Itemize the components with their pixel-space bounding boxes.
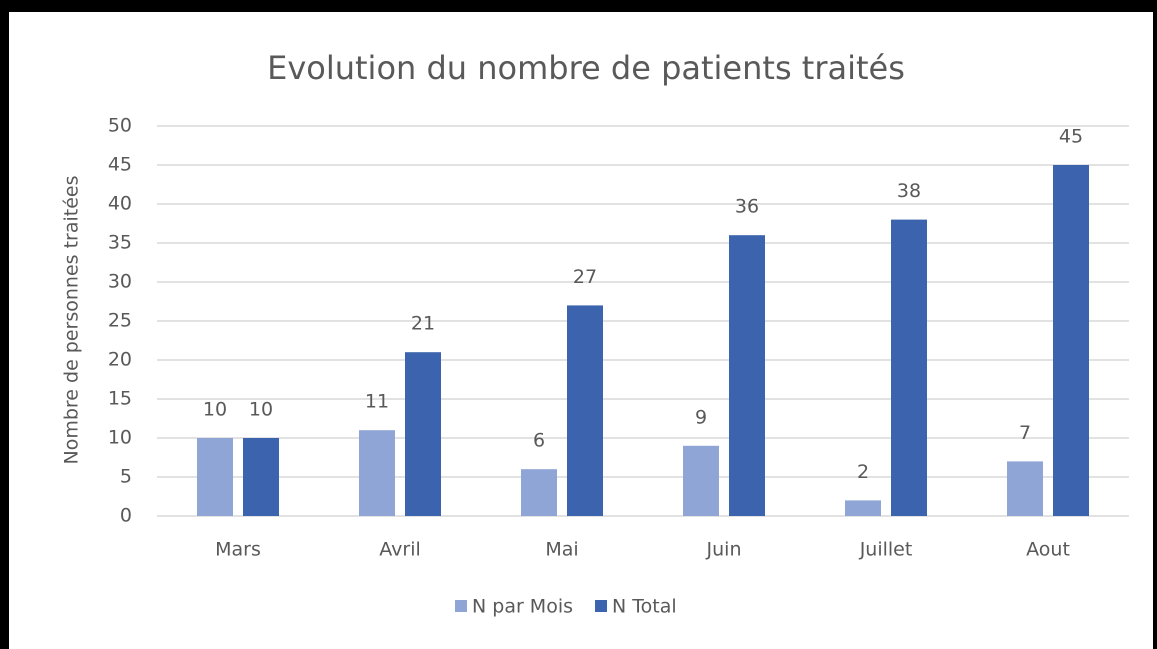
x-tick-label: Juin (706, 539, 742, 561)
y-tick-label: 50 (108, 115, 132, 137)
data-label: 11 (365, 391, 389, 413)
y-tick-label: 40 (108, 193, 132, 215)
bar (359, 430, 395, 516)
data-label: 21 (411, 313, 435, 335)
legend-label: N Total (612, 596, 677, 618)
bar (521, 469, 557, 516)
y-tick-label: 45 (108, 154, 132, 176)
frame-left (0, 0, 9, 649)
bar (197, 438, 233, 516)
data-label: 10 (249, 399, 273, 421)
data-label: 6 (533, 430, 545, 452)
bar (845, 500, 881, 516)
bar (729, 235, 765, 516)
data-label: 10 (203, 399, 227, 421)
legend-swatch (595, 600, 608, 612)
bar (567, 305, 603, 516)
bar (1053, 165, 1089, 516)
y-axis-label: Nombre de personnes traitées (61, 175, 83, 464)
chart-title: Evolution du nombre de patients traités (267, 49, 905, 87)
frame-top (0, 0, 1157, 12)
bar (891, 219, 927, 516)
y-tick-label: 30 (108, 271, 132, 293)
data-label: 9 (695, 406, 707, 428)
data-label: 27 (573, 266, 597, 288)
x-tick-label: Avril (379, 539, 421, 561)
data-label: 45 (1059, 126, 1083, 148)
y-tick-label: 15 (108, 388, 132, 410)
data-label: 36 (735, 196, 759, 218)
frame-right (1153, 0, 1157, 649)
bar (405, 352, 441, 516)
legend-label: N par Mois (472, 596, 573, 618)
y-tick-label: 0 (120, 505, 132, 527)
legend-swatch (455, 600, 467, 612)
x-tick-label: Mai (545, 539, 578, 561)
y-tick-label: 10 (108, 427, 132, 449)
y-tick-label: 5 (120, 466, 132, 488)
x-tick-label: Mars (215, 539, 261, 561)
x-tick-label: Aout (1026, 539, 1070, 561)
data-label: 2 (857, 461, 869, 483)
bar (1007, 461, 1043, 516)
bar (683, 445, 719, 516)
y-tick-label: 20 (108, 349, 132, 371)
x-tick-label: Juillet (859, 539, 913, 561)
bar (243, 438, 279, 516)
data-label: 38 (897, 180, 921, 202)
y-tick-label: 25 (108, 310, 132, 332)
y-tick-label: 35 (108, 232, 132, 254)
data-label: 7 (1019, 422, 1031, 444)
